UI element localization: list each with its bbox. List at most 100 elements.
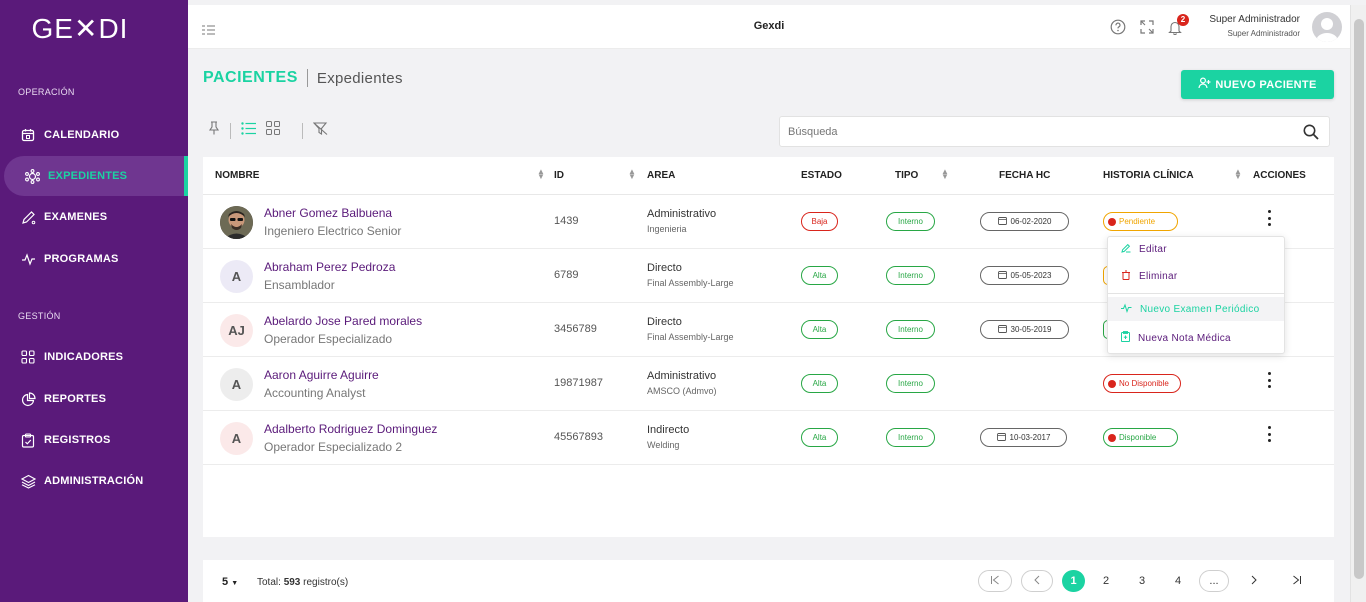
- page-subtitle: Expedientes: [316, 69, 403, 87]
- status-badge: Alta: [801, 266, 838, 285]
- page-ellipsis-button[interactable]: ...: [1199, 570, 1229, 592]
- sidebar-item-label: PROGRAMAS: [44, 253, 119, 265]
- new-patient-button[interactable]: NUEVO PACIENTE: [1181, 70, 1334, 99]
- edit-icon: [1121, 243, 1131, 256]
- patient-name[interactable]: Abraham Perez Pedroza: [264, 260, 396, 274]
- menu-item-label: Nueva Nota Médica: [1138, 332, 1231, 344]
- pin-icon[interactable]: [208, 121, 220, 140]
- notifications-button[interactable]: 2: [1168, 13, 1189, 40]
- user-name: Super Administrador: [1209, 14, 1300, 25]
- column-header-historia-clinica[interactable]: HISTORIA CLÍNICA: [1103, 170, 1194, 181]
- patient-subarea: Final Assembly-Large: [647, 278, 734, 288]
- total-prefix: Total:: [257, 577, 281, 588]
- last-page-button[interactable]: [1288, 570, 1306, 592]
- avatar: [220, 206, 253, 239]
- row-actions-button[interactable]: [1264, 426, 1274, 442]
- menu-item-new-note[interactable]: Nueva Nota Médica: [1108, 326, 1284, 350]
- avatar: AJ: [220, 314, 253, 347]
- sidebar-item-label: REGISTROS: [44, 434, 111, 446]
- menu-item-label: Nuevo Examen Periódico: [1140, 303, 1260, 315]
- patient-name[interactable]: Aaron Aguirre Aguirre: [264, 368, 379, 382]
- menu-item-label: Editar: [1139, 243, 1167, 255]
- sort-icon[interactable]: ▲ ▼: [941, 167, 949, 181]
- pencil-icon: [20, 209, 36, 225]
- sort-icon[interactable]: ▲ ▼: [537, 167, 545, 181]
- sidebar-item-examenes[interactable]: EXAMENES: [0, 197, 188, 237]
- total-suffix: registro(s): [303, 577, 349, 588]
- sidebar-item-label: CALENDARIO: [44, 129, 120, 141]
- patient-name[interactable]: Abner Gomez Balbuena: [264, 206, 393, 220]
- table-row[interactable]: A Aaron Aguirre Aguirre Accounting Analy…: [203, 357, 1334, 411]
- scrollbar-thumb[interactable]: [1354, 19, 1364, 579]
- user-avatar[interactable]: [1312, 12, 1342, 42]
- column-header-tipo[interactable]: TIPO: [895, 170, 919, 181]
- page-button-current[interactable]: 1: [1062, 570, 1085, 592]
- calendar-icon: [997, 270, 1007, 281]
- status-badge: Alta: [801, 428, 838, 447]
- patient-area: Directo: [647, 316, 682, 328]
- search-input[interactable]: [780, 117, 1280, 146]
- column-header-nombre[interactable]: NOMBRE: [215, 170, 260, 181]
- sidebar-item-label: INDICADORES: [44, 351, 124, 363]
- sidebar-item-administracion[interactable]: ADMINISTRACIÓN: [0, 461, 188, 501]
- sidebar-item-label: EXAMENES: [44, 211, 108, 223]
- page-size-select[interactable]: 5 ▼: [222, 576, 238, 588]
- sidebar-item-calendario[interactable]: CALENDARIO: [0, 115, 188, 155]
- fullscreen-icon[interactable]: [1140, 20, 1154, 39]
- patient-subarea: AMSCO (Admvo): [647, 386, 717, 396]
- menu-item-edit[interactable]: Editar: [1108, 237, 1284, 261]
- column-header-estado[interactable]: ESTADO: [801, 170, 842, 181]
- sidebar-item-indicadores[interactable]: INDICADORES: [0, 337, 188, 377]
- table-row[interactable]: Abner Gomez Balbuena Ingeniero Electrico…: [203, 195, 1334, 249]
- first-page-button[interactable]: [978, 570, 1012, 592]
- prev-page-button[interactable]: [1021, 570, 1053, 592]
- avatar: A: [220, 368, 253, 401]
- sidebar-item-label: REPORTES: [44, 393, 107, 405]
- patient-name[interactable]: Adalberto Rodriguez Dominguez: [264, 422, 438, 436]
- page-button[interactable]: 4: [1174, 575, 1182, 587]
- menu-item-new-exam[interactable]: Nuevo Examen Periódico: [1108, 297, 1284, 321]
- sidebar-item-programas[interactable]: PROGRAMAS: [0, 239, 188, 279]
- date-value: 05-05-2023: [1010, 271, 1052, 280]
- clinical-history-value: No Disponible: [1119, 379, 1169, 388]
- search-icon[interactable]: [1303, 124, 1319, 145]
- grid-view-icon[interactable]: [266, 121, 280, 140]
- patient-id: 6789: [554, 269, 579, 281]
- add-user-icon: [1198, 77, 1211, 92]
- column-header-id[interactable]: ID: [554, 170, 564, 181]
- column-header-fecha-hc[interactable]: FECHA HC: [999, 170, 1051, 181]
- type-badge: Interno: [886, 266, 935, 285]
- pagination-bar: 5 ▼ Total: 593 registro(s) 1 2 3 4 ...: [203, 560, 1334, 602]
- page-button[interactable]: 3: [1138, 575, 1146, 587]
- sidebar-item-registros[interactable]: REGISTROS: [0, 420, 188, 460]
- section-title-operacion: OPERACIÓN: [18, 87, 75, 97]
- sort-icon[interactable]: ▲ ▼: [1234, 167, 1242, 181]
- help-icon[interactable]: [1110, 19, 1126, 40]
- sort-icon[interactable]: ▲ ▼: [628, 167, 636, 181]
- toolbar-divider: [302, 122, 303, 139]
- clinical-history-value: Pendiente: [1119, 217, 1156, 226]
- chevron-right-icon: [1250, 575, 1258, 588]
- page-button[interactable]: 2: [1102, 575, 1110, 587]
- table-row[interactable]: A Adalberto Rodriguez Dominguez Operador…: [203, 411, 1334, 465]
- page-scrollbar[interactable]: [1350, 5, 1366, 602]
- table-row[interactable]: A Abraham Perez Pedroza Ensamblador 6789…: [203, 249, 1334, 303]
- patient-name[interactable]: Abelardo Jose Pared morales: [264, 314, 423, 328]
- clear-filter-icon[interactable]: [312, 121, 328, 140]
- user-info[interactable]: Super Administrador Super Administrador: [1209, 14, 1300, 38]
- sidebar-item-expedientes[interactable]: EXPEDIENTES: [4, 156, 188, 196]
- sidebar-item-reportes[interactable]: REPORTES: [0, 379, 188, 419]
- last-page-icon: [1292, 575, 1302, 588]
- next-page-button[interactable]: [1245, 570, 1263, 592]
- menu-toggle-icon[interactable]: [202, 22, 216, 40]
- row-actions-button[interactable]: [1264, 210, 1274, 226]
- row-actions-button[interactable]: [1264, 372, 1274, 388]
- row-actions-menu: Editar Eliminar Nuevo Examen Periódico N…: [1107, 236, 1285, 354]
- patient-subarea: Welding: [647, 440, 680, 450]
- list-view-icon[interactable]: [241, 121, 256, 140]
- app-logo[interactable]: GE✕DI: [31, 12, 129, 44]
- clinical-history-value: Disponible: [1119, 433, 1157, 442]
- type-badge: Interno: [886, 212, 935, 231]
- menu-item-delete[interactable]: Eliminar: [1108, 264, 1284, 288]
- column-header-area[interactable]: AREA: [647, 170, 676, 181]
